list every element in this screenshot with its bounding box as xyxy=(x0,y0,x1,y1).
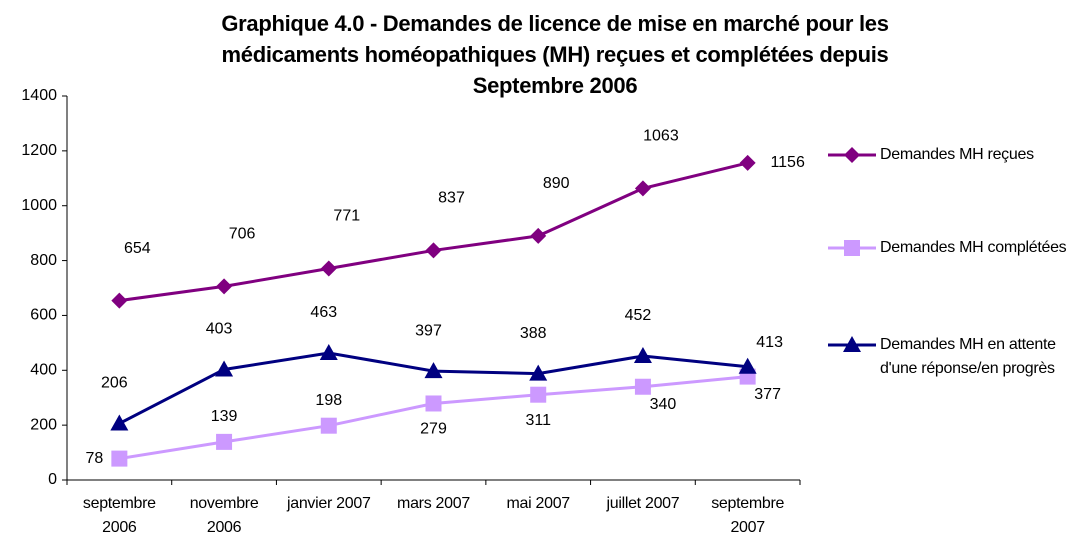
x-tick-label: mai 2007 xyxy=(506,495,570,512)
x-tick-label: janvier 2007 xyxy=(286,495,371,512)
data-label: 1156 xyxy=(770,154,805,171)
data-label: 771 xyxy=(333,208,360,225)
y-tick-label: 1000 xyxy=(21,197,57,214)
legend-label: Demandes MH complétées xyxy=(880,239,1067,256)
marker xyxy=(425,395,442,412)
data-label: 890 xyxy=(543,175,570,192)
data-label: 78 xyxy=(85,450,103,467)
marker xyxy=(216,278,233,295)
legend-label: Demandes MH reçues xyxy=(880,146,1034,163)
data-label: 1063 xyxy=(643,128,679,145)
marker xyxy=(634,378,651,395)
chart-title: Graphique 4.0 - Demandes de licence de m… xyxy=(221,11,889,98)
marker xyxy=(424,362,443,379)
x-tick-label: juillet 2007 xyxy=(606,495,680,512)
data-label: 654 xyxy=(124,240,151,257)
y-tick-label: 1200 xyxy=(21,142,57,159)
x-tick-label: septembre 2006 xyxy=(82,495,156,536)
x-tick-label: septembre 2007 xyxy=(711,495,785,536)
data-label: 403 xyxy=(206,321,233,338)
marker xyxy=(216,433,233,450)
data-label: 413 xyxy=(756,334,783,351)
y-tick-label: 400 xyxy=(30,362,57,379)
data-label: 837 xyxy=(438,190,465,207)
y-tick-label: 800 xyxy=(30,252,57,269)
marker xyxy=(634,180,651,197)
marker xyxy=(111,450,128,467)
data-label: 311 xyxy=(525,412,551,429)
marker xyxy=(530,386,547,403)
marker xyxy=(843,336,861,352)
y-tick-label: 0 xyxy=(48,471,57,488)
y-tick-label: 600 xyxy=(30,307,57,324)
marker xyxy=(110,414,129,431)
x-tick-label: mars 2007 xyxy=(397,495,470,512)
data-label: 198 xyxy=(315,392,342,409)
marker xyxy=(844,240,860,256)
data-label: 388 xyxy=(520,325,547,342)
marker xyxy=(529,364,548,381)
x-tick-label: novembre 2006 xyxy=(189,495,259,536)
marker xyxy=(530,227,547,244)
marker xyxy=(320,417,337,434)
marker xyxy=(739,154,756,171)
marker xyxy=(215,360,234,377)
data-label: 452 xyxy=(625,307,652,324)
legend-label: Demandes MH en attente d'une réponse/en … xyxy=(880,336,1056,377)
marker xyxy=(738,357,757,374)
data-label: 706 xyxy=(229,226,256,243)
data-label: 340 xyxy=(650,396,677,413)
marker xyxy=(633,347,652,364)
y-tick-label: 200 xyxy=(30,416,57,433)
marker xyxy=(320,260,337,277)
marker xyxy=(425,242,442,259)
data-label: 377 xyxy=(754,386,781,403)
marker xyxy=(844,147,860,163)
data-label: 206 xyxy=(101,375,128,392)
y-tick-label: 1400 xyxy=(21,87,57,104)
data-label: 397 xyxy=(415,322,442,339)
data-label: 139 xyxy=(211,408,238,425)
data-label: 463 xyxy=(310,304,337,321)
data-label: 279 xyxy=(420,421,447,438)
series-line xyxy=(119,161,748,303)
marker xyxy=(319,344,338,361)
marker xyxy=(111,292,128,309)
